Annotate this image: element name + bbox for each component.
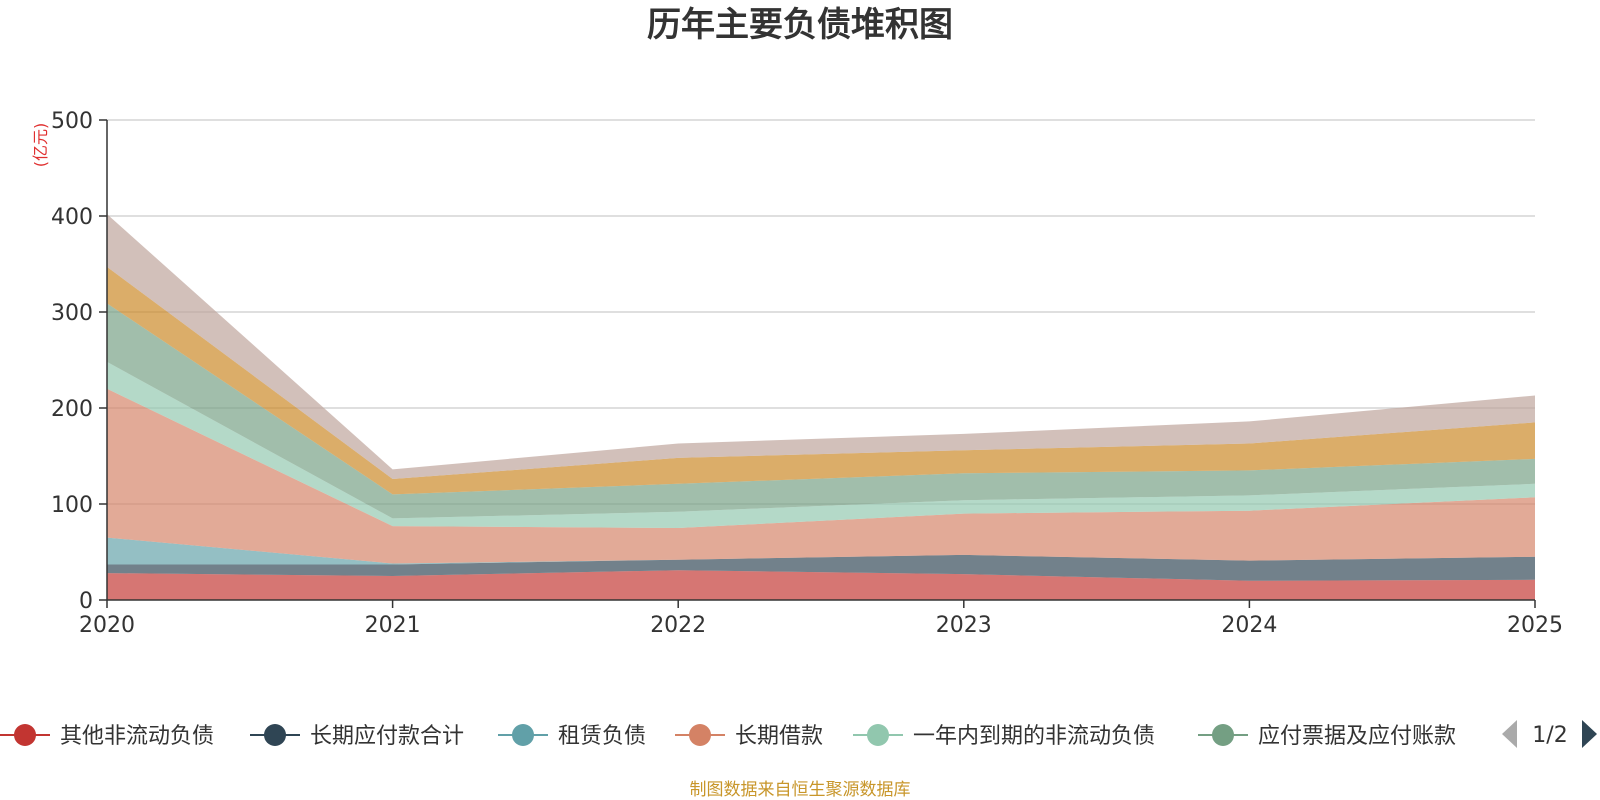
area-series-0 [107, 570, 1535, 600]
x-tick-label: 2023 [936, 613, 992, 638]
data-source-note: 制图数据来自恒生聚源数据库 [690, 780, 911, 800]
y-tick-label: 100 [51, 493, 93, 518]
legend-item[interactable]: 长期借款 [675, 724, 823, 749]
legend: 其他非流动负债 长期应付款合计 租赁负债 长期借款 一年内到期的非流动负债 应付票据及应付… [0, 724, 1456, 749]
legend-item[interactable]: 租赁负债 [498, 724, 646, 749]
legend-item[interactable]: 长期应付款合计 [250, 724, 464, 749]
legend-item[interactable]: 应付票据及应付账款 [1198, 724, 1456, 749]
x-tick-label: 2021 [365, 613, 421, 638]
legend-label: 应付票据及应付账款 [1258, 724, 1456, 749]
area-series-1 [107, 554, 1535, 581]
y-tick-label: 300 [51, 301, 93, 326]
legend-marker-icon [867, 724, 889, 746]
x-tick-label: 2025 [1507, 613, 1563, 638]
legend-item[interactable]: 其他非流动负债 [0, 724, 214, 749]
legend-marker-icon [689, 724, 711, 746]
y-tick-label: 200 [51, 397, 93, 422]
legend-marker-icon [512, 724, 534, 746]
legend-page-indicator: 1/2 [1532, 723, 1567, 748]
area-series-2 [107, 537, 1535, 565]
area-series [107, 214, 1535, 600]
legend-label: 一年内到期的非流动负债 [913, 724, 1155, 749]
legend-marker-icon [14, 724, 36, 746]
legend-pager: 1/2 [1502, 720, 1597, 748]
legend-label: 其他非流动负债 [60, 724, 214, 749]
y-tick-label: 0 [79, 589, 93, 614]
y-axis-unit: (亿元) [31, 123, 50, 168]
x-tick-label: 2024 [1221, 613, 1277, 638]
y-tick-label: 400 [51, 205, 93, 230]
legend-marker-icon [1212, 724, 1234, 746]
area-series-3 [107, 388, 1535, 564]
legend-prev-icon[interactable] [1502, 720, 1517, 748]
legend-label: 长期借款 [735, 724, 823, 749]
x-tick-label: 2020 [79, 613, 135, 638]
legend-label: 长期应付款合计 [310, 724, 464, 749]
chart-title: 历年主要负债堆积图 [647, 5, 953, 45]
x-tick-label: 2022 [650, 613, 706, 638]
legend-label: 租赁负债 [558, 724, 646, 749]
legend-item[interactable]: 一年内到期的非流动负债 [853, 724, 1155, 749]
y-tick-label: 500 [51, 109, 93, 134]
legend-next-icon[interactable] [1582, 720, 1597, 748]
legend-marker-icon [264, 724, 286, 746]
axes: 0 100 200 300 400 500 2020 2021 2022 2023 2024 2025 [51, 109, 1563, 638]
